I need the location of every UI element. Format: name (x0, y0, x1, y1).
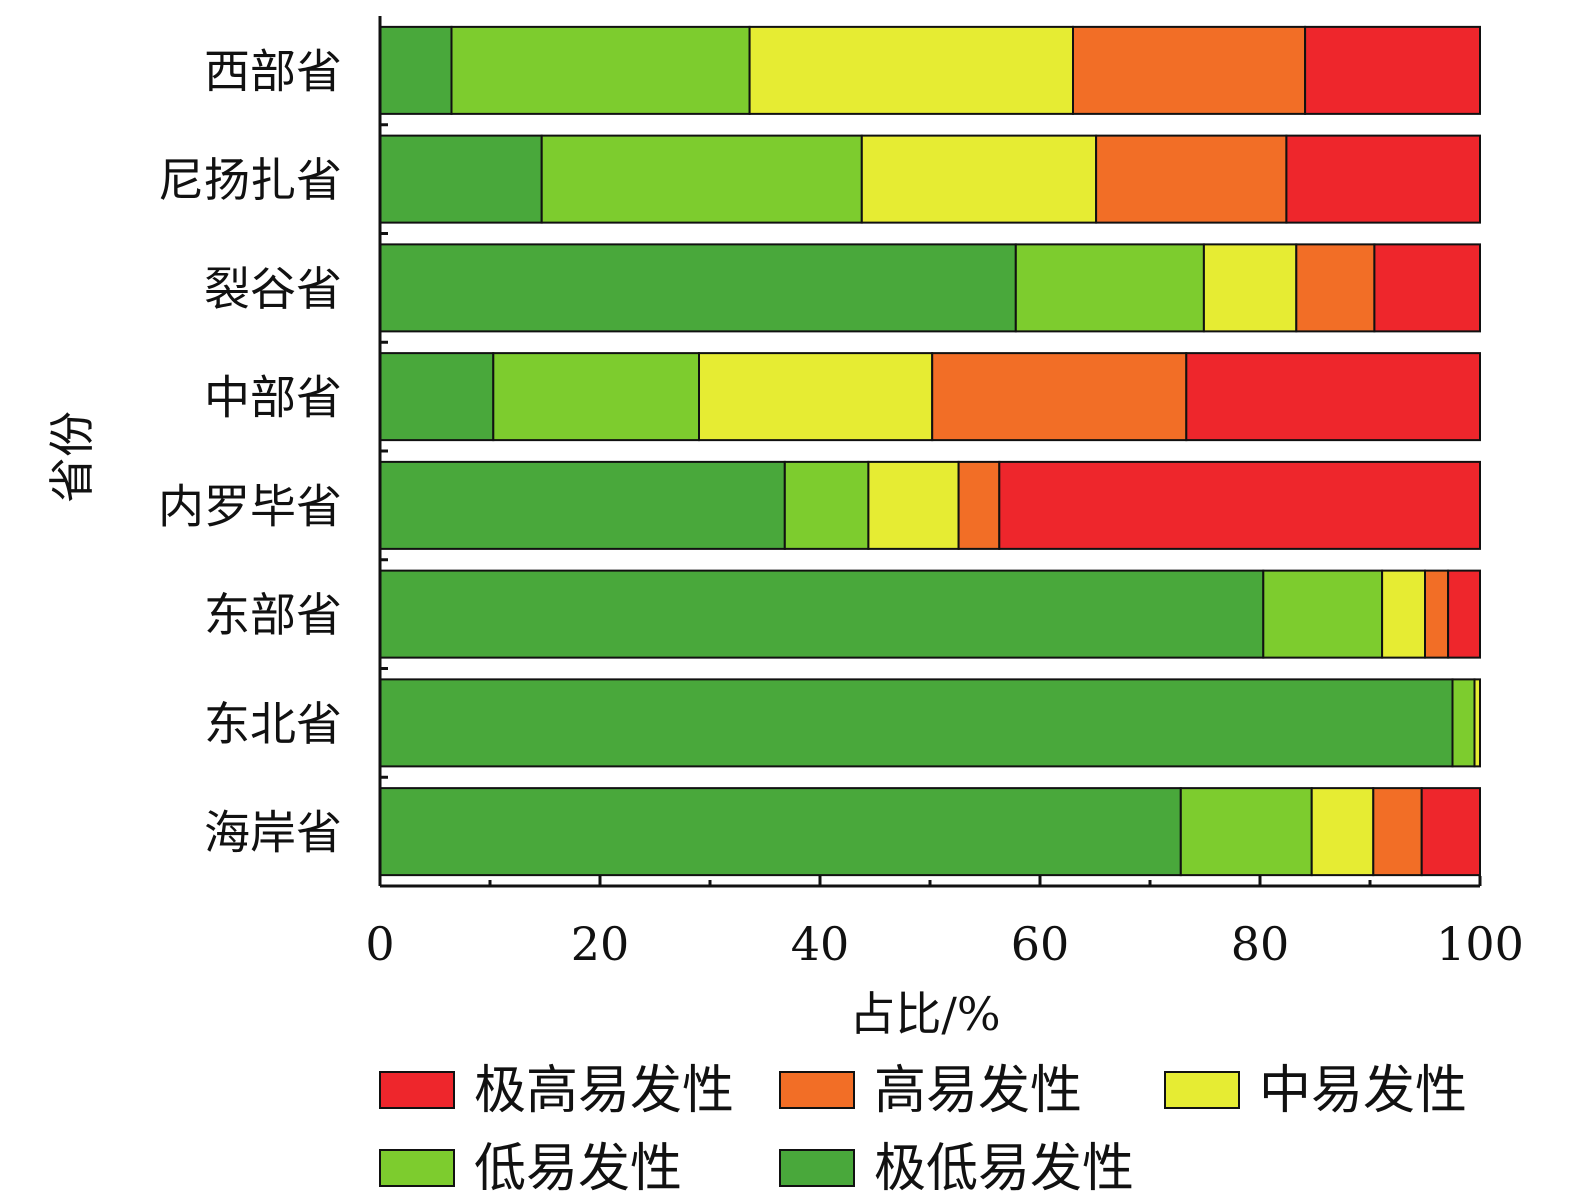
bar-segment-1-3 (748, 25, 1074, 115)
bar-segment-6-5 (1447, 569, 1481, 659)
legend-swatch (1164, 1071, 1240, 1109)
bars-layer (379, 25, 1482, 877)
bar-segment-8-3 (1310, 787, 1375, 877)
legend-label: 中易发性 (1259, 1061, 1467, 1121)
bar-segment-2-1 (379, 134, 543, 224)
y-tick-label: 内罗毕省 (158, 479, 342, 533)
bar-segment-8-4 (1372, 787, 1423, 877)
bar-segment-4-3 (698, 352, 934, 442)
y-tick-label: 尼扬扎省 (158, 153, 342, 207)
bar-segment-1-5 (1304, 25, 1481, 115)
y-tick-label: 海岸省 (204, 806, 342, 860)
legend-label: 极高易发性 (474, 1061, 734, 1121)
bar-segment-5-1 (379, 460, 786, 550)
bar-segment-6-1 (379, 569, 1265, 659)
bar-segment-2-2 (540, 134, 863, 224)
bar-segment-6-2 (1262, 569, 1384, 659)
bar-segment-3-3 (1202, 243, 1298, 333)
bar-segment-1-4 (1072, 25, 1307, 115)
bar-segment-5-3 (867, 460, 960, 550)
y-tick-label: 中部省 (204, 371, 342, 425)
x-tick-label: 20 (571, 917, 630, 971)
bar-segment-2-4 (1095, 134, 1288, 224)
bar-segment-4-1 (379, 352, 495, 442)
bar-segment-1-2 (450, 25, 751, 115)
bar-segment-5-4 (957, 460, 1001, 550)
legend-label: 极低易发性 (874, 1139, 1134, 1199)
legend-label: 低易发性 (474, 1139, 682, 1199)
x-tick-label: 100 (1436, 917, 1524, 971)
y-tick-label: 东部省 (204, 588, 342, 642)
x-tick-label: 80 (1231, 917, 1290, 971)
legend-label: 高易发性 (874, 1061, 1082, 1121)
legend-swatch (379, 1149, 455, 1187)
bar-segment-5-5 (998, 460, 1481, 550)
bar-segment-3-5 (1373, 243, 1482, 333)
y-tick-label: 东北省 (204, 697, 342, 751)
bar-segment-4-2 (492, 352, 700, 442)
bar-segment-3-4 (1295, 243, 1376, 333)
bar-segment-6-3 (1381, 569, 1426, 659)
legend-swatch (779, 1071, 855, 1109)
bar-segment-6-4 (1424, 569, 1450, 659)
bar-segment-4-4 (931, 352, 1188, 442)
bar-segment-1-1 (379, 25, 453, 115)
bar-segment-3-2 (1014, 243, 1205, 333)
bar-segment-3-1 (379, 243, 1017, 333)
bar-segment-7-3 (1473, 678, 1481, 768)
axes-layer (378, 16, 1482, 888)
legend-swatch (779, 1149, 855, 1187)
y-axis-title: 省份 (45, 411, 99, 503)
x-tick-label: 40 (791, 917, 850, 971)
bar-segment-8-1 (379, 787, 1182, 877)
x-tick-label: 0 (365, 917, 394, 971)
bar-segment-5-2 (783, 460, 870, 550)
bar-segment-8-5 (1420, 787, 1481, 877)
bar-segment-8-2 (1179, 787, 1313, 877)
bar-segment-4-5 (1185, 352, 1482, 442)
bar-segment-7-2 (1451, 678, 1476, 768)
x-tick-label: 60 (1011, 917, 1070, 971)
y-tick-label: 西部省 (204, 44, 342, 98)
bar-segment-2-3 (860, 134, 1098, 224)
y-tick-label: 裂谷省 (204, 262, 342, 316)
bar-segment-7-1 (379, 678, 1454, 768)
x-axis-title: 占比/% (849, 987, 1000, 1041)
legend-swatch (379, 1071, 455, 1109)
bar-segment-2-5 (1285, 134, 1482, 224)
